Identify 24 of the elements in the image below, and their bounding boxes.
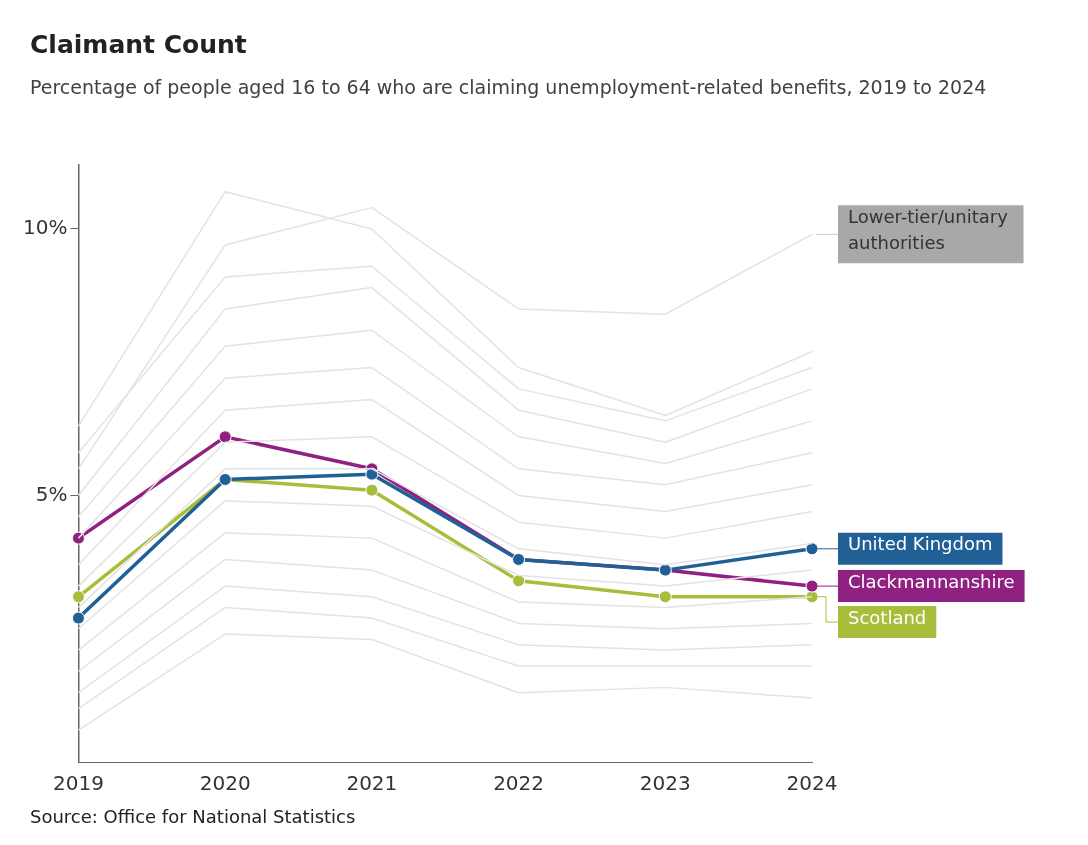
point <box>512 574 526 588</box>
point <box>71 590 85 604</box>
point <box>71 531 85 545</box>
y-tick-label: 10% <box>23 215 68 240</box>
x-tick-label: 2023 <box>639 771 691 796</box>
y-tick-label: 5% <box>35 481 68 506</box>
x-tick-label: 2022 <box>493 771 545 796</box>
legend-label: United Kingdom <box>848 533 993 555</box>
text: Lower-tier/unitary authorities <box>848 205 1014 253</box>
chart-title: Claimant Count <box>30 30 247 59</box>
point <box>805 542 819 556</box>
point <box>658 590 672 604</box>
legend-label: Clackmannanshire <box>848 570 1015 592</box>
point <box>365 483 379 497</box>
chart-subtitle: Percentage of people aged 16 to 64 who are claiming unemployment-related benefits, 2019 to 2024 <box>30 75 988 100</box>
legend-label: Scotland <box>848 606 927 628</box>
point <box>805 579 819 593</box>
x-tick-label: 2024 <box>786 771 838 796</box>
x-tick-label: 2019 <box>53 771 104 796</box>
source-note: Source: Office for National Statistics <box>30 806 356 827</box>
point <box>218 430 232 444</box>
x-tick-label: 2021 <box>346 771 398 796</box>
point <box>71 611 85 625</box>
x-tick-label: 2020 <box>199 771 251 796</box>
